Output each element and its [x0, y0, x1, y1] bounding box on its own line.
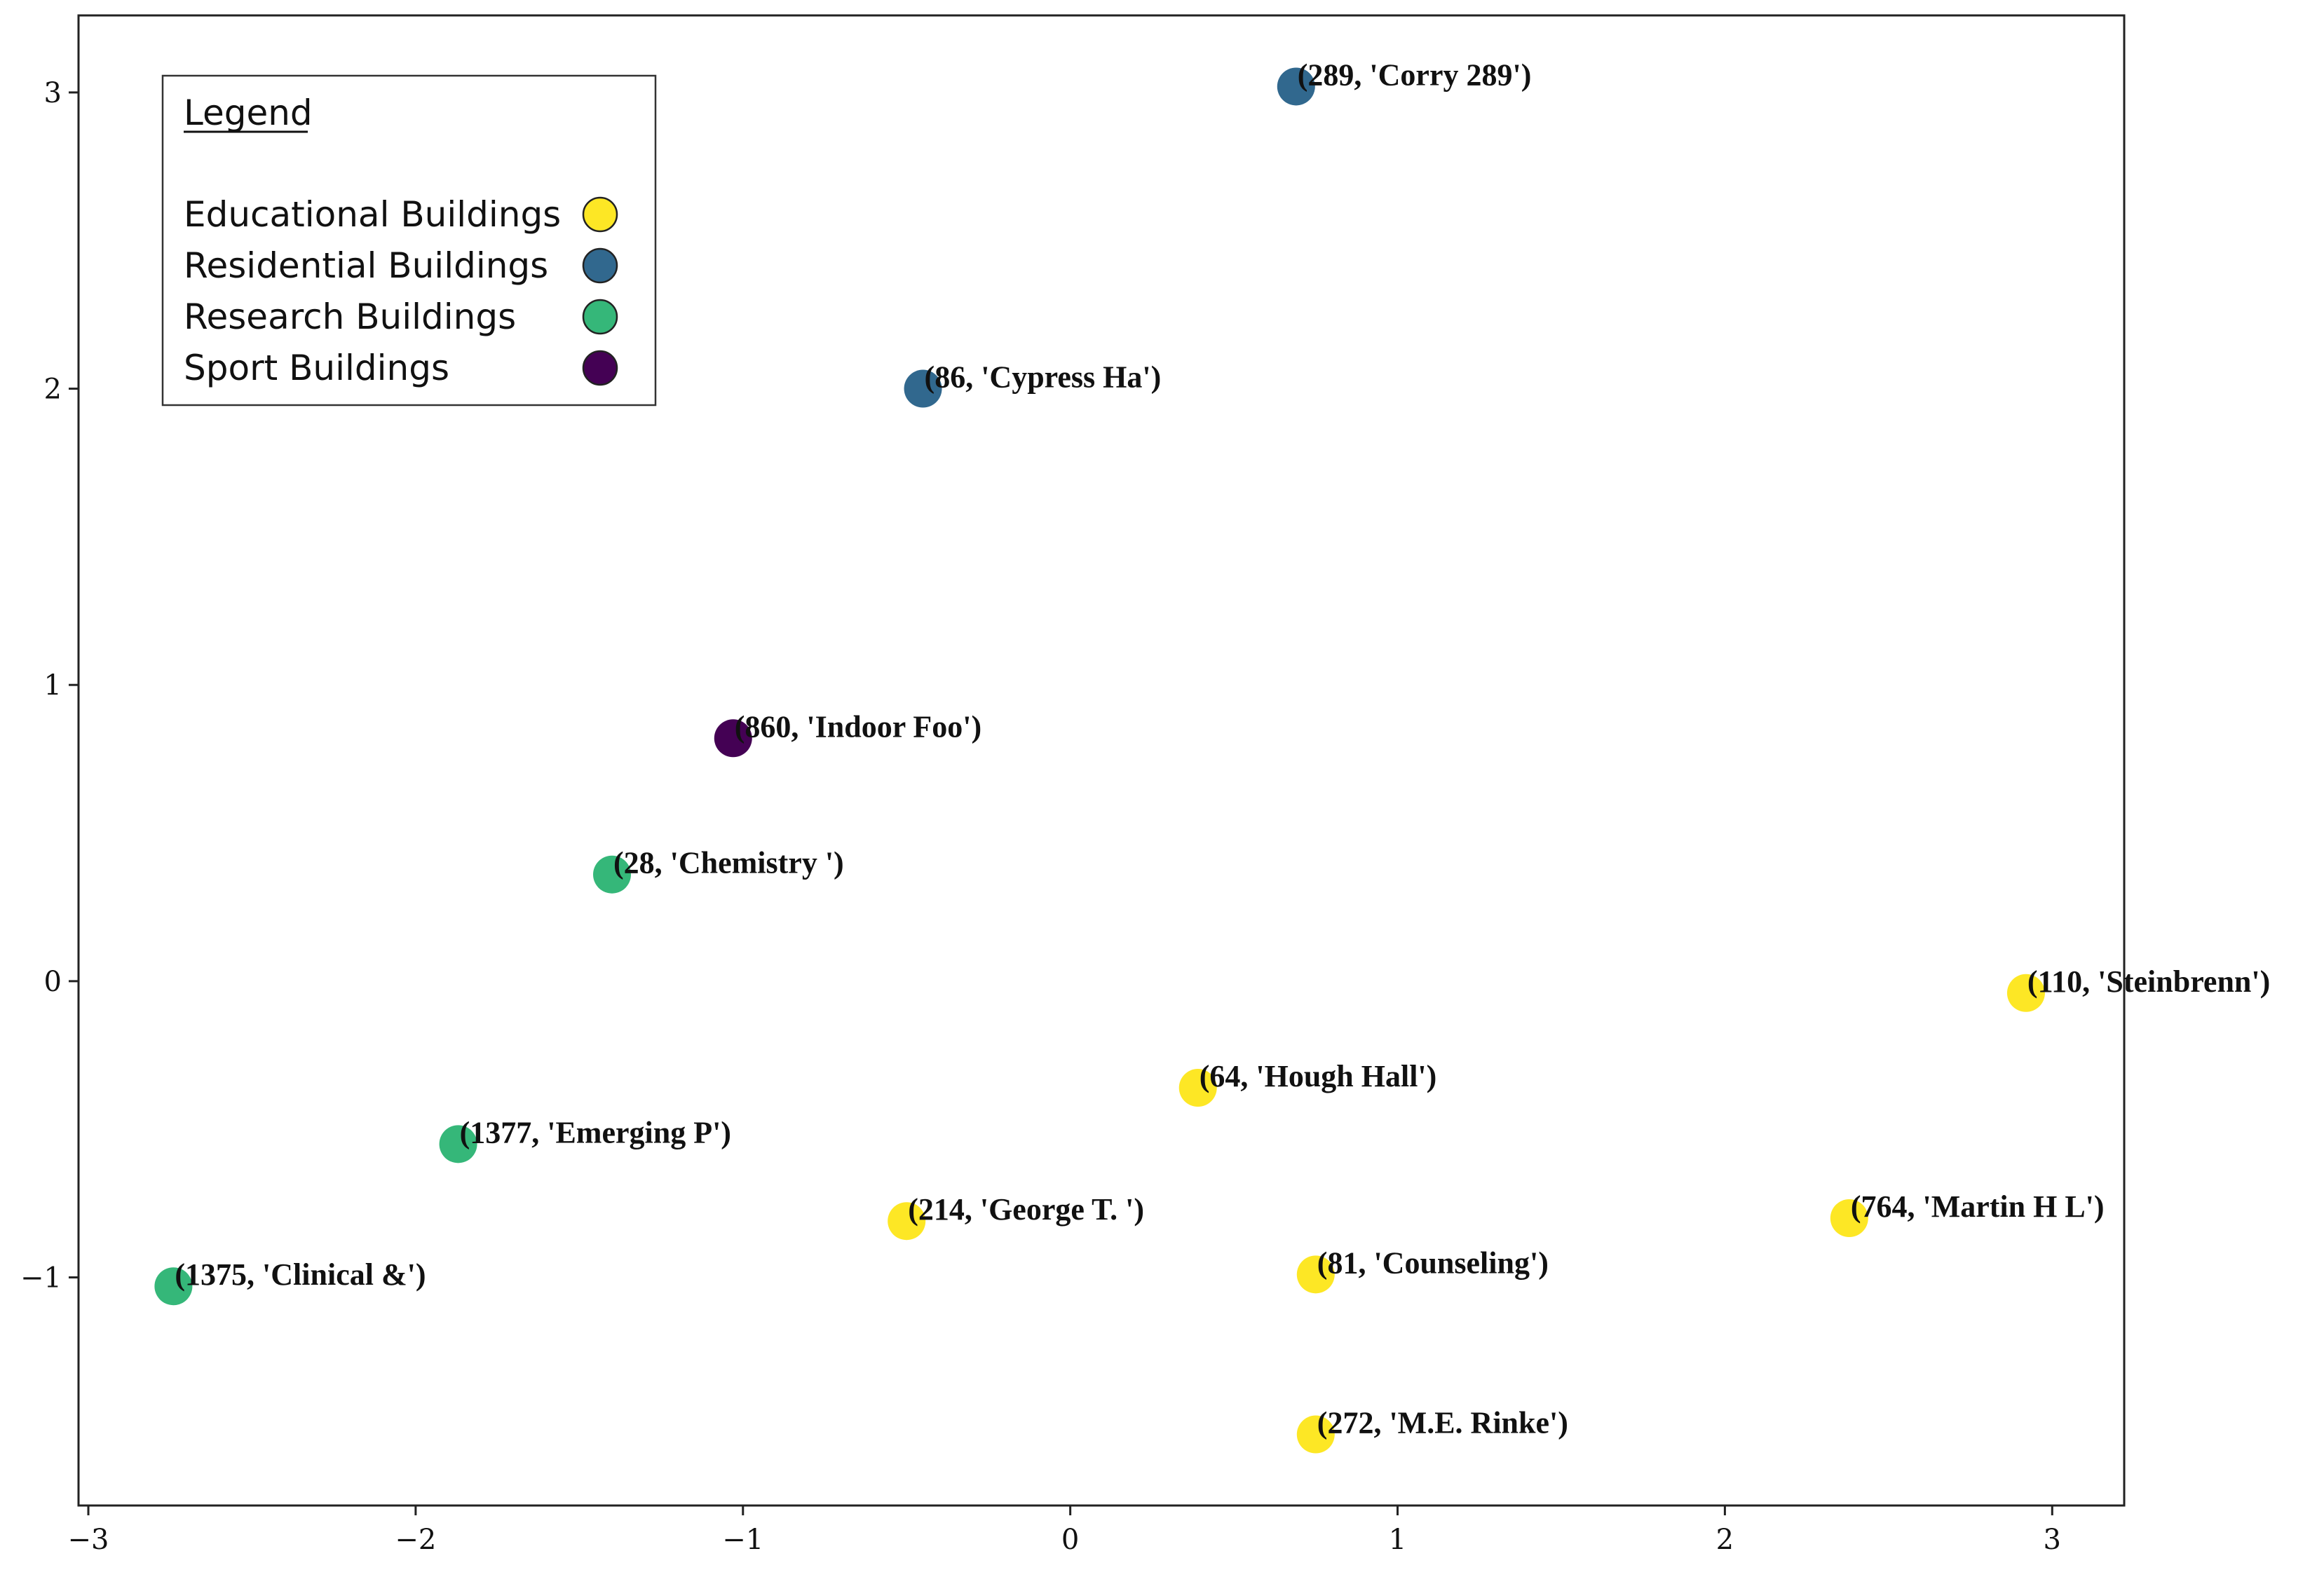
x-tick-label: −2 — [395, 1524, 436, 1556]
data-point-research — [154, 1267, 193, 1306]
data-point-research — [593, 855, 632, 894]
x-tick-label: 2 — [1716, 1524, 1734, 1556]
data-points — [154, 67, 2045, 1454]
data-point-educational — [1178, 1069, 1217, 1107]
data-point-educational — [888, 1202, 926, 1241]
y-tick-label: 1 — [44, 669, 62, 702]
x-tick-label: −1 — [722, 1524, 763, 1556]
point-label: (86, 'Cypress Ha') — [925, 360, 1162, 395]
x-tick-label: 3 — [2044, 1524, 2061, 1556]
legend-title: Legend — [184, 93, 313, 133]
axes — [77, 14, 2126, 1507]
point-label: (110, 'Steinbrenn') — [2027, 964, 2270, 999]
point-label: (860, 'Indoor Foo') — [735, 709, 981, 744]
data-point-educational — [1296, 1415, 1335, 1454]
y-tick-label: 2 — [44, 374, 62, 406]
y-tick-label: 0 — [44, 966, 62, 998]
x-axis-ticks: −3 −2 −1 0 1 2 3 — [68, 1506, 2061, 1556]
legend-marker-residential — [582, 247, 618, 284]
legend-entry-label: Research Buildings — [184, 296, 516, 337]
legend-marker-research — [582, 299, 618, 335]
legend-entry-label: Sport Buildings — [184, 348, 449, 388]
y-tick-label: 3 — [44, 77, 62, 109]
point-label: (214, 'George T. ') — [908, 1192, 1144, 1227]
plot-frame — [77, 14, 2126, 1507]
data-point-educational — [2006, 974, 2045, 1012]
x-tick-label: 1 — [1389, 1524, 1406, 1556]
data-point-educational — [1296, 1255, 1335, 1294]
legend: Legend Educational Buildings Residential … — [161, 74, 657, 407]
data-point-educational — [1830, 1199, 1868, 1238]
data-point-residential — [904, 369, 942, 408]
point-label: (764, 'Martin H L') — [1851, 1189, 2105, 1224]
point-label: (64, 'Hough Hall') — [1200, 1059, 1437, 1093]
point-label: (81, 'Counseling') — [1317, 1245, 1549, 1280]
legend-box — [161, 74, 657, 407]
legend-marker-educational — [582, 196, 618, 233]
y-axis-ticks: −1 0 1 2 3 — [20, 77, 79, 1295]
legend-entry-label: Educational Buildings — [184, 194, 561, 235]
data-point-research — [439, 1125, 477, 1163]
point-label: (1377, 'Emerging P') — [460, 1115, 731, 1149]
point-label: (289, 'Corry 289') — [1298, 57, 1532, 92]
legend-entry-label: Residential Buildings — [184, 245, 548, 286]
y-tick-label: −1 — [20, 1262, 62, 1295]
x-tick-label: 0 — [1061, 1524, 1079, 1556]
point-label: (28, 'Chemistry ') — [613, 846, 844, 880]
x-tick-label: −3 — [68, 1524, 109, 1556]
legend-marker-sport — [582, 350, 618, 386]
data-point-residential — [1277, 67, 1315, 106]
data-point-sport — [714, 719, 752, 758]
point-labels: (289, 'Corry 289') (86, 'Cypress Ha') (860… — [175, 57, 2270, 1440]
point-label: (272, 'M.E. Rinke') — [1317, 1406, 1568, 1440]
point-label: (1375, 'Clinical &') — [175, 1257, 426, 1292]
